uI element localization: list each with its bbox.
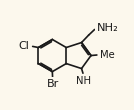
Text: Cl: Cl <box>19 41 30 51</box>
Text: NH: NH <box>76 76 91 86</box>
Text: Me: Me <box>100 50 115 60</box>
Text: NH₂: NH₂ <box>96 23 118 33</box>
Text: Br: Br <box>46 79 59 89</box>
